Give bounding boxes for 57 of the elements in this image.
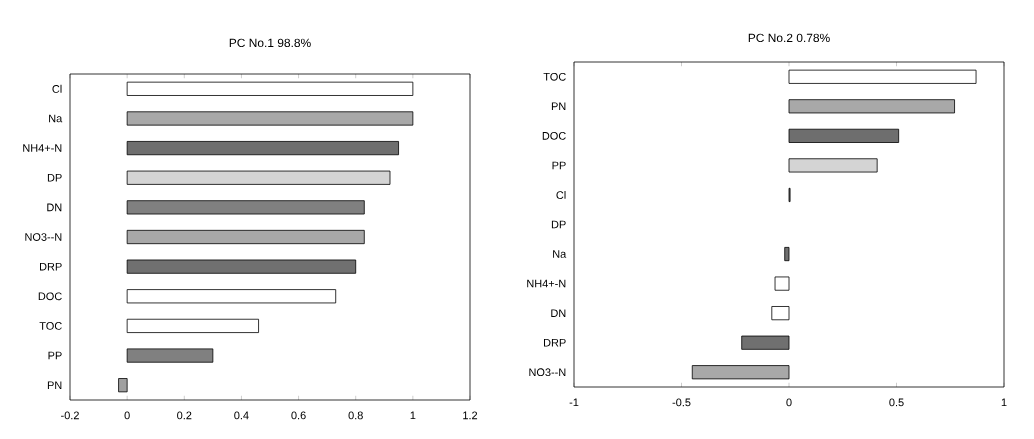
- y-tick-label: Na: [49, 114, 63, 123]
- x-tick-label: 1.2: [463, 411, 478, 420]
- chart-title: PC No.1 98.8%: [229, 38, 311, 48]
- y-tick-label: PP: [552, 161, 566, 170]
- chart-title: PC No.2 0.78%: [748, 33, 830, 43]
- bar: [788, 128, 900, 143]
- y-tick-label: PN: [551, 102, 566, 111]
- bar: [126, 170, 391, 185]
- bar: [126, 111, 414, 126]
- x-tick-label: 0: [786, 398, 792, 407]
- bar: [126, 141, 399, 156]
- y-tick-label: Cl: [52, 84, 62, 93]
- y-tick-label: DP: [47, 173, 62, 182]
- x-tick-label: 1: [1001, 398, 1007, 407]
- bar: [741, 335, 790, 350]
- y-tick-label: NO3--N: [529, 368, 566, 377]
- bar: [691, 365, 790, 380]
- bar: [784, 247, 790, 262]
- y-tick-label: DOC: [542, 132, 566, 140]
- x-tick-label: 0.8: [348, 411, 363, 420]
- bar: [118, 378, 128, 393]
- bar: [788, 99, 955, 114]
- bar: [788, 158, 878, 173]
- y-tick-label: TOC: [543, 72, 566, 81]
- y-tick-label: NH4+-N: [23, 144, 62, 152]
- y-tick-label: NH4+-N: [527, 279, 566, 288]
- x-tick-label: 0.4: [234, 411, 249, 420]
- y-tick-label: NO3--N: [25, 233, 62, 241]
- x-tick-label: 0.6: [291, 411, 306, 420]
- bar: [126, 318, 259, 333]
- bar: [126, 81, 414, 96]
- y-tick-label: DN: [47, 203, 62, 212]
- y-tick-label: PP: [48, 351, 62, 360]
- y-tick-label: PN: [47, 381, 62, 389]
- y-tick-label: DRP: [544, 338, 566, 347]
- x-tick-label: 0.5: [889, 398, 904, 407]
- bar: [774, 276, 790, 291]
- x-tick-label: -1: [569, 398, 579, 407]
- x-tick-label: 1: [410, 411, 416, 420]
- bar: [126, 259, 357, 274]
- x-tick-label: -0.5: [672, 398, 691, 407]
- y-tick-label: Na: [553, 250, 567, 258]
- x-tick-label: -0.2: [61, 411, 79, 420]
- y-tick-label: DN: [551, 309, 566, 317]
- bar: [788, 69, 977, 84]
- bar: [126, 229, 365, 245]
- bar: [126, 200, 365, 215]
- y-tick-label: DOC: [38, 292, 62, 301]
- y-tick-label: DP: [551, 220, 566, 229]
- x-tick-label: 0.2: [177, 411, 192, 420]
- bar: [771, 306, 790, 321]
- y-tick-label: TOC: [39, 322, 62, 330]
- y-tick-label: Cl: [556, 190, 566, 199]
- bar: [126, 289, 337, 304]
- x-tick-label: 0: [124, 411, 130, 420]
- bar: [126, 348, 214, 363]
- y-tick-label: DRP: [40, 262, 62, 271]
